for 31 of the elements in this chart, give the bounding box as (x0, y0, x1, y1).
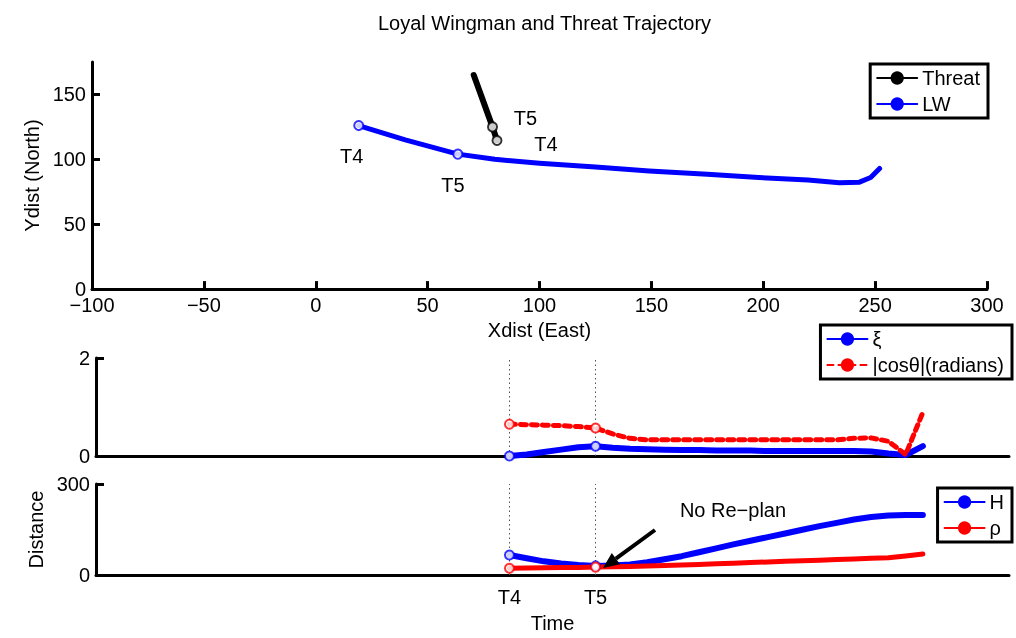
legend-label: |cosθ|(radians) (872, 354, 1005, 376)
legend-label: H (989, 491, 1005, 513)
y-tick-label: 300 (56, 473, 90, 495)
annotation: T5 (513, 106, 538, 129)
y-axis-title: Distance (24, 490, 47, 569)
x-tick-label: 0 (310, 294, 322, 317)
x-tick-label: −50 (186, 294, 221, 317)
annotation: T4 (340, 144, 364, 167)
legend-label: Threat (922, 67, 981, 89)
annotation: T5 (441, 174, 465, 197)
annotation: T4 (534, 132, 558, 155)
legend-label: ξ (872, 328, 882, 350)
y-axis-title: Ydist (North) (20, 119, 43, 232)
x-tick-label: 100 (522, 294, 557, 317)
y-tick-label: 0 (78, 564, 90, 586)
x-tick-label: 300 (970, 294, 1004, 317)
y-tick-label: 0 (78, 445, 90, 467)
x-axis-title: Time (530, 612, 575, 634)
legend-label: LW (922, 93, 951, 115)
y-tick-label: 50 (63, 213, 86, 236)
y-tick-label: 150 (52, 83, 86, 106)
annotation: No Re−plan (679, 499, 787, 521)
y-tick-label: 100 (52, 148, 86, 171)
legend-label: ρ (989, 517, 1001, 539)
x-tick-label: 200 (746, 294, 780, 317)
y-tick-label: 2 (78, 347, 90, 369)
chart-title: Loyal Wingman and Threat Trajectory (377, 12, 712, 34)
x-tick-label: 150 (634, 294, 669, 317)
x-tick-label: 50 (416, 294, 439, 317)
x-tick-label: 250 (858, 294, 892, 317)
x-axis-title: Xdist (East) (487, 319, 592, 341)
